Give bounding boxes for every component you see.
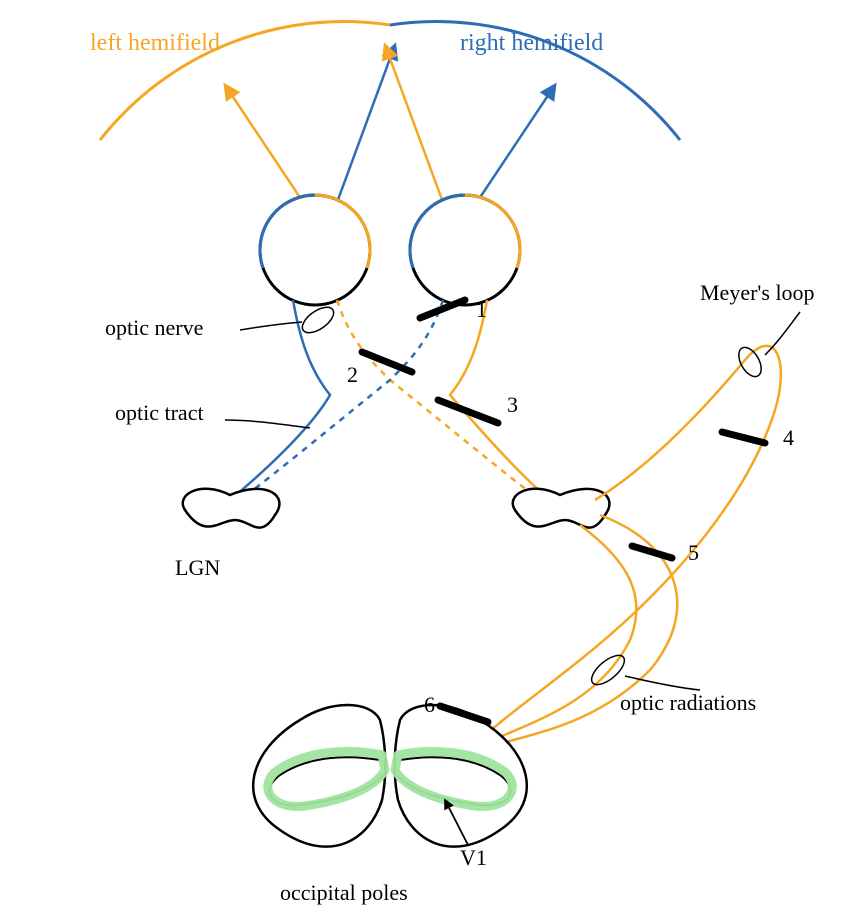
optic-tract-label: optic tract (115, 400, 204, 425)
right-eye (410, 195, 520, 305)
occipital-poles-label: occipital poles (280, 880, 408, 905)
optic-nerve-mark (298, 302, 338, 337)
optic-nerve-leader (240, 322, 302, 330)
meyers-loop-path (475, 346, 781, 745)
visual-pathway-diagram: left hemifield right hemifield (0, 0, 866, 910)
lesion-5-number: 5 (688, 540, 699, 565)
left-eye (260, 195, 370, 305)
fiber-left-temporal (230, 300, 330, 500)
lgn-label: LGN (175, 555, 220, 580)
optic-tract-leader (225, 420, 310, 428)
fiber-right-temporal (450, 300, 550, 500)
lgn-right (513, 489, 610, 528)
meyers-loop-leader (765, 312, 800, 355)
right-hemifield-label: right hemifield (460, 30, 603, 56)
left-hemifield-label: left hemifield (90, 30, 220, 56)
lesion-4-number: 4 (783, 425, 794, 450)
optic-radiations-label: optic radiations (620, 690, 756, 715)
lesion-3-number: 3 (507, 392, 518, 417)
optic-radiation-inner (480, 525, 636, 745)
lesion-6-number: 6 (424, 692, 435, 717)
lesion-3 (438, 400, 498, 423)
lesion-1-number: 1 (476, 297, 487, 322)
occipital-right (395, 705, 527, 847)
lgn-left (183, 489, 280, 528)
v1-label: V1 (460, 845, 487, 870)
meyers-loop-mark (734, 344, 766, 381)
lesion-2 (362, 352, 412, 372)
fiber-right-nasal (240, 300, 443, 500)
optic-radiations-mark (587, 650, 629, 690)
optic-nerve-label: optic nerve (105, 315, 203, 340)
lesion-4 (722, 432, 765, 443)
occipital-left (253, 705, 385, 847)
lesion-2-number: 2 (347, 362, 358, 387)
meyers-loop-label: Meyer's loop (700, 280, 815, 305)
